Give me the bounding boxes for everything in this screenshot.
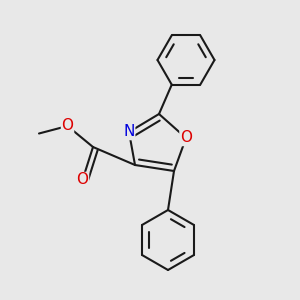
Text: O: O <box>76 172 88 188</box>
Text: O: O <box>61 118 74 134</box>
Text: O: O <box>180 130 192 146</box>
Text: N: N <box>123 124 135 140</box>
